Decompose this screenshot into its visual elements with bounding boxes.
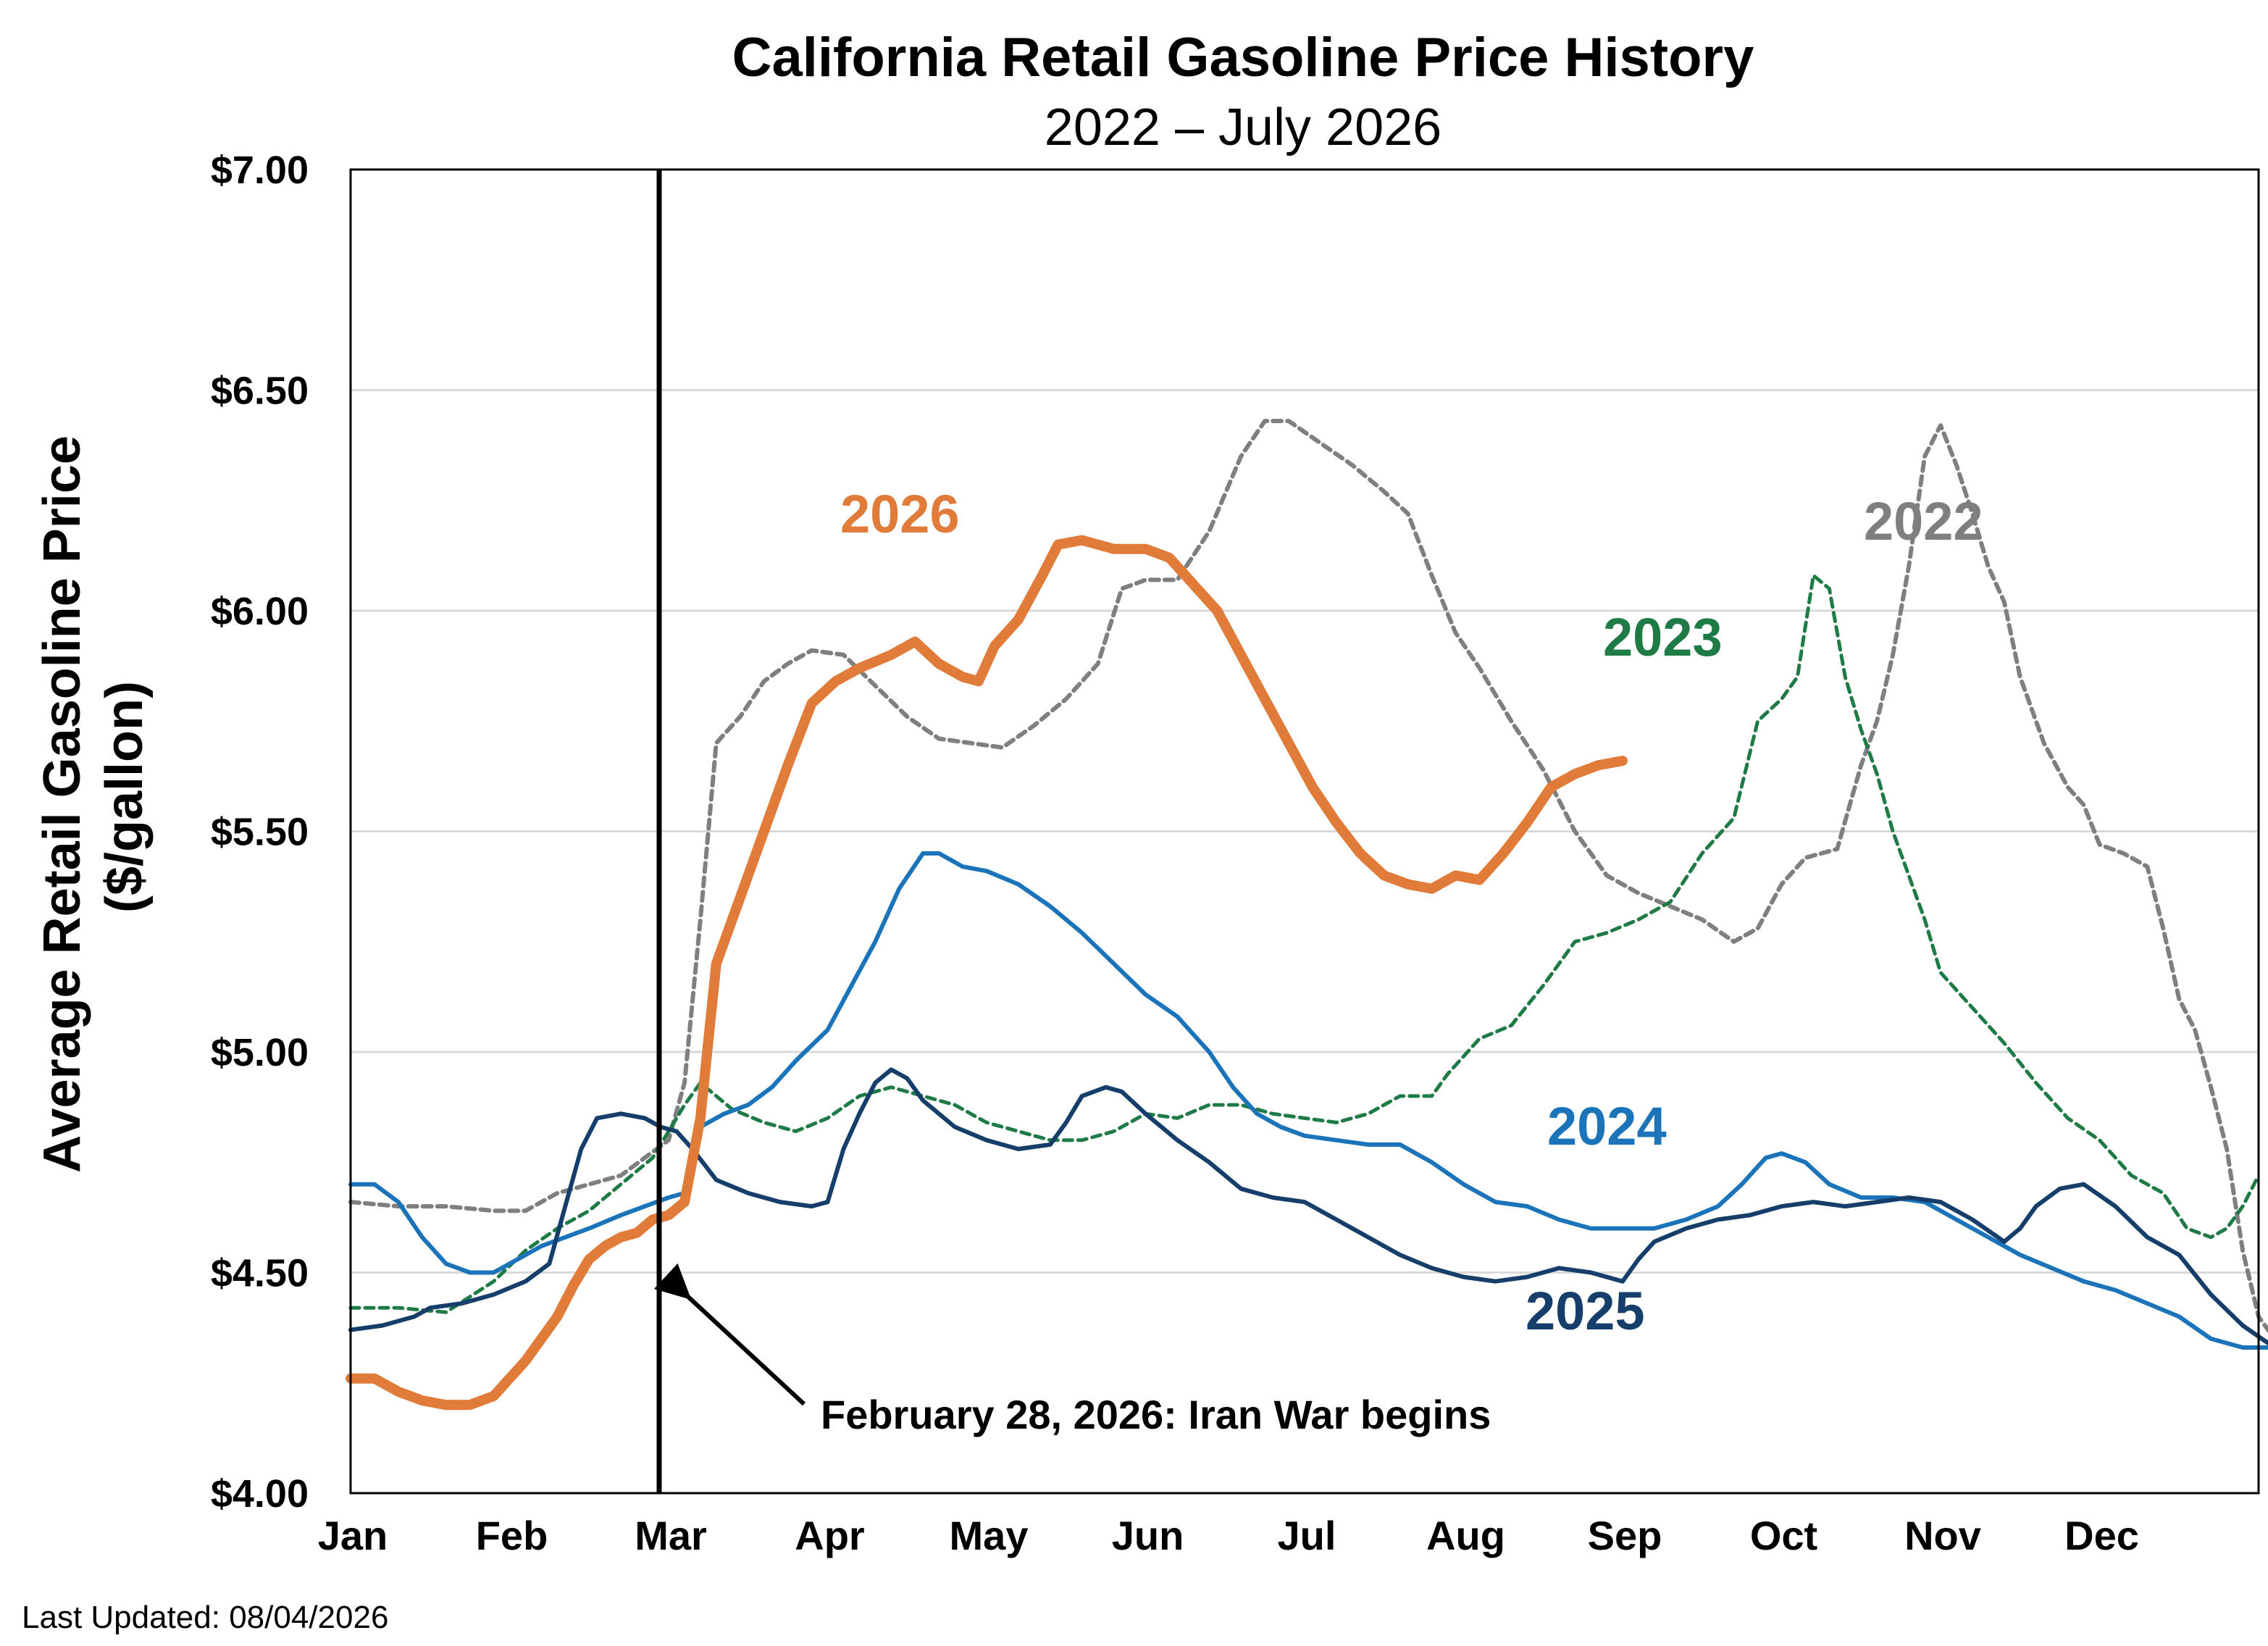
series-label-2023: 2023 [1603,607,1723,667]
y-axis-label: Average Retail Gasoline Price ($/gallon) [33,421,154,1173]
event-annotation: February 28, 2026: Iran War begins [821,1392,1491,1437]
x-tick-label: Sep [1588,1513,1662,1558]
x-tick-label: Oct [1750,1513,1817,1558]
chart-subtitle: 2022 – July 2026 [1045,99,1441,156]
y-tick-label: $7.00 [211,149,309,192]
x-tick-label: Jul [1278,1513,1336,1558]
chart-title: California Retail Gasoline Price History [732,27,1754,88]
plot-area-border [349,168,2260,1495]
x-tick-label: Jun [1112,1513,1184,1558]
x-tick-label: Apr [795,1513,864,1558]
x-tick-label: Feb [476,1513,548,1558]
y-axis-label-line2: ($/gallon) [96,681,154,913]
y-axis-label-line1: Average Retail Gasoline Price [33,435,91,1173]
series-line-2023 [348,573,2261,1314]
series-line-2022 [348,419,2268,1334]
series-label-2025: 2025 [1526,1281,1645,1341]
y-tick-label: $4.50 [211,1252,309,1295]
y-tick-label: $6.00 [211,590,309,633]
y-tick-labels: $4.00 $4.50 $5.00 $5.50 $6.00 $6.50 $7.00 [211,149,309,1516]
series-line-2024 [348,851,2268,1350]
series-label-2026: 2026 [840,484,960,544]
x-tick-label: May [950,1513,1029,1558]
series-line-2025 [348,1067,2268,1346]
plot-series [346,419,2268,1411]
y-tick-label: $6.50 [211,369,309,413]
x-tick-label: Mar [635,1513,707,1558]
gridlines [351,389,2259,1274]
series-label-2024: 2024 [1547,1096,1667,1156]
series-line-2026 [346,535,1628,1411]
y-tick-label: $5.00 [211,1031,309,1074]
x-tick-label: Dec [2064,1513,2139,1558]
y-tick-label: $4.00 [211,1472,309,1516]
x-tick-labels: Jan Feb Mar Apr May Jun Jul Aug Sep Oct Nov Dec [318,1513,2139,1558]
annotation-arrow [653,1263,806,1406]
last-updated: Last Updated: 08/04/2026 [22,1600,388,1635]
y-tick-label: $5.50 [211,811,309,854]
x-tick-label: Jan [318,1513,388,1558]
x-tick-label: Nov [1904,1513,1981,1558]
series-label-2022: 2022 [1864,491,1983,551]
x-tick-label: Aug [1426,1513,1505,1558]
